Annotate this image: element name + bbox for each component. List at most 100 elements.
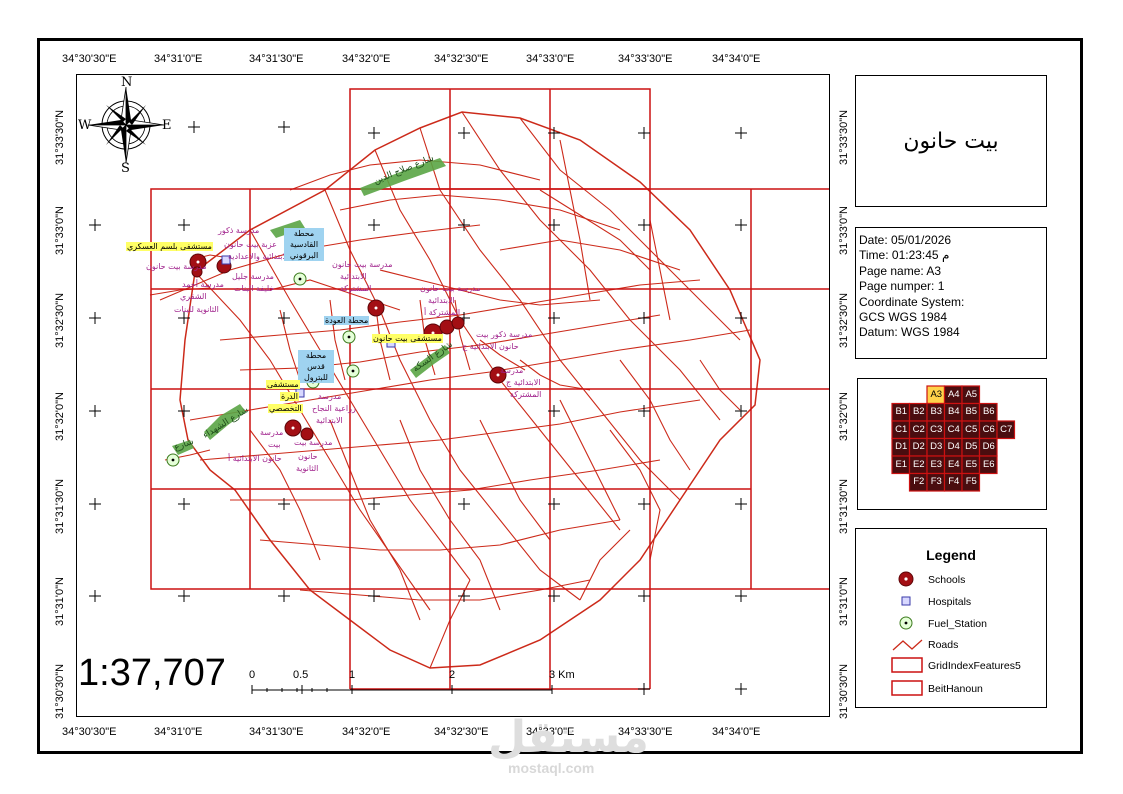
bottom-coord-label: 34°34'0"E bbox=[712, 726, 761, 738]
index-map-box bbox=[857, 378, 1047, 510]
map-label: مدرسة bbox=[318, 392, 342, 401]
legend-item-hospitals: Hospitals bbox=[928, 596, 972, 608]
index-cell-label: C5 bbox=[965, 423, 978, 435]
bottom-coord-label: 34°33'0"E bbox=[526, 726, 575, 738]
left-coord-label: 31°32'30"N bbox=[54, 292, 66, 348]
left-coord-label: 31°31'30"N bbox=[54, 478, 66, 534]
compass-s: S bbox=[121, 161, 130, 176]
map-label-fuel: محطة العودة bbox=[324, 316, 370, 325]
bottom-coord-label: 34°32'30"E bbox=[434, 726, 489, 738]
index-cell-label: C4 bbox=[947, 423, 960, 435]
map-label: الثانوية bbox=[296, 464, 319, 473]
right-coord-label: 31°32'0"N bbox=[838, 392, 850, 441]
layout-outer-frame bbox=[37, 38, 1083, 754]
index-cell-label: D5 bbox=[965, 441, 978, 452]
school-symbol bbox=[191, 266, 203, 278]
top-coord-label: 34°32'30"E bbox=[434, 53, 489, 65]
index-cell-label: C6 bbox=[982, 423, 995, 435]
index-cell-label: F3 bbox=[930, 476, 942, 487]
index-cell-e6[interactable] bbox=[978, 455, 998, 475]
legend-symbols bbox=[891, 571, 923, 696]
map-frame[interactable] bbox=[76, 74, 830, 717]
watermark-logo: مستقل bbox=[488, 712, 649, 763]
map-label: الابتدائية bbox=[316, 416, 343, 425]
index-cell-label: C2 bbox=[912, 423, 925, 435]
scale-bar-label: 1 bbox=[349, 669, 356, 681]
scale-bar bbox=[251, 685, 553, 694]
map-title-box: بيت حانون bbox=[855, 75, 1047, 207]
map-label-hospital: مستشفى bbox=[266, 380, 300, 389]
map-label: مدرسة ذكور bbox=[218, 226, 260, 235]
top-coord-label: 34°33'30"E bbox=[618, 53, 673, 65]
index-cell-label: E3 bbox=[930, 458, 943, 470]
index-cell-label: B6 bbox=[982, 406, 995, 417]
map-label: مدرسة جليل bbox=[232, 272, 274, 281]
map-label: مدرسة ذكور بيت bbox=[476, 330, 533, 339]
school-symbol bbox=[300, 427, 314, 441]
right-coord-label: 31°32'30"N bbox=[838, 292, 850, 348]
right-coord-label: 31°33'30"N bbox=[838, 109, 850, 165]
left-coord-label: 31°33'0"N bbox=[54, 206, 66, 255]
index-cell-label: D6 bbox=[982, 441, 995, 452]
index-cell-label: B3 bbox=[930, 406, 943, 417]
left-coord-label: 31°32'0"N bbox=[54, 392, 66, 441]
map-label-hospital: مستشفى بيت حانون bbox=[372, 334, 443, 343]
beit-hanoun-boundary bbox=[179, 111, 761, 669]
index-cell-label: A3 bbox=[930, 388, 943, 400]
map-label-hospital: الدرة bbox=[280, 392, 299, 401]
legend-item-roads: Roads bbox=[928, 639, 959, 651]
bottom-coord-label: 34°31'30"E bbox=[249, 726, 304, 738]
map-label: مدرسة بيت bbox=[294, 438, 333, 447]
map-label: الابتدائية ج bbox=[506, 378, 541, 387]
index-cell-label: D3 bbox=[930, 441, 943, 452]
map-label: مدرسة بيت حانون bbox=[332, 260, 393, 269]
index-cell-label: F5 bbox=[965, 476, 977, 487]
index-cell-label: A4 bbox=[947, 388, 960, 400]
index-cell-label: F2 bbox=[913, 476, 925, 487]
hospital-symbol bbox=[221, 255, 231, 265]
index-cell-label: C1 bbox=[895, 423, 908, 435]
info-datum: Datum: WGS 1984 bbox=[859, 325, 960, 340]
map-label: مدرسة بيت حانون bbox=[146, 262, 207, 271]
index-cell-label: B4 bbox=[947, 406, 960, 417]
map-label-fuel: محطة قدس للبترول bbox=[298, 350, 334, 383]
map-label: الشقري bbox=[180, 292, 207, 301]
bottom-coord-label: 34°31'0"E bbox=[154, 726, 203, 738]
map-label: حانون bbox=[298, 452, 318, 461]
legend-roads-icon bbox=[892, 639, 923, 651]
map-label: حانون الابتدائية ج bbox=[462, 342, 519, 351]
legend-boundary-icon bbox=[891, 680, 923, 696]
grid-index-features bbox=[150, 88, 829, 690]
map-label: الابتدائية bbox=[340, 272, 367, 281]
map-label-hospital: مستشفى بلسم العسكري bbox=[126, 242, 213, 251]
map-label: المشتركة bbox=[510, 390, 542, 399]
index-cell-label: B1 bbox=[895, 406, 908, 417]
north-arrow bbox=[87, 86, 165, 164]
bottom-coord-label: 34°32'0"E bbox=[342, 726, 391, 738]
index-cell-label: E6 bbox=[982, 458, 995, 470]
left-coord-label: 31°33'30"N bbox=[54, 109, 66, 165]
index-cell-label: E2 bbox=[912, 458, 925, 470]
school-symbol bbox=[451, 316, 465, 330]
right-coord-label: 31°31'0"N bbox=[838, 577, 850, 626]
map-label: خليفة البنات bbox=[234, 284, 275, 293]
left-coord-label: 31°31'0"N bbox=[54, 577, 66, 626]
index-cell-label: D2 bbox=[912, 441, 925, 452]
watermark-site: mostaql.com bbox=[508, 760, 595, 776]
legend-hospital-icon bbox=[901, 596, 911, 606]
index-cell-label: E4 bbox=[947, 458, 960, 470]
map-label-hospital: التخصصي bbox=[268, 404, 303, 413]
right-coord-label: 31°33'0"N bbox=[838, 206, 850, 255]
info-page-name: Page name: A3 bbox=[859, 263, 942, 278]
legend-item-boundary: BeitHanoun bbox=[928, 683, 983, 695]
info-date: Date: 05/01/2026 bbox=[859, 233, 952, 247]
map-label: الثانوية للبنات bbox=[174, 305, 219, 314]
index-cell-f5[interactable] bbox=[961, 472, 981, 492]
index-cell-label: E1 bbox=[895, 458, 908, 470]
graticule-crosses bbox=[89, 121, 747, 695]
compass-n: N bbox=[121, 75, 133, 90]
index-cell-label: A5 bbox=[965, 388, 978, 400]
index-cell-label: F4 bbox=[948, 476, 960, 487]
index-cell-c7[interactable] bbox=[996, 420, 1016, 440]
